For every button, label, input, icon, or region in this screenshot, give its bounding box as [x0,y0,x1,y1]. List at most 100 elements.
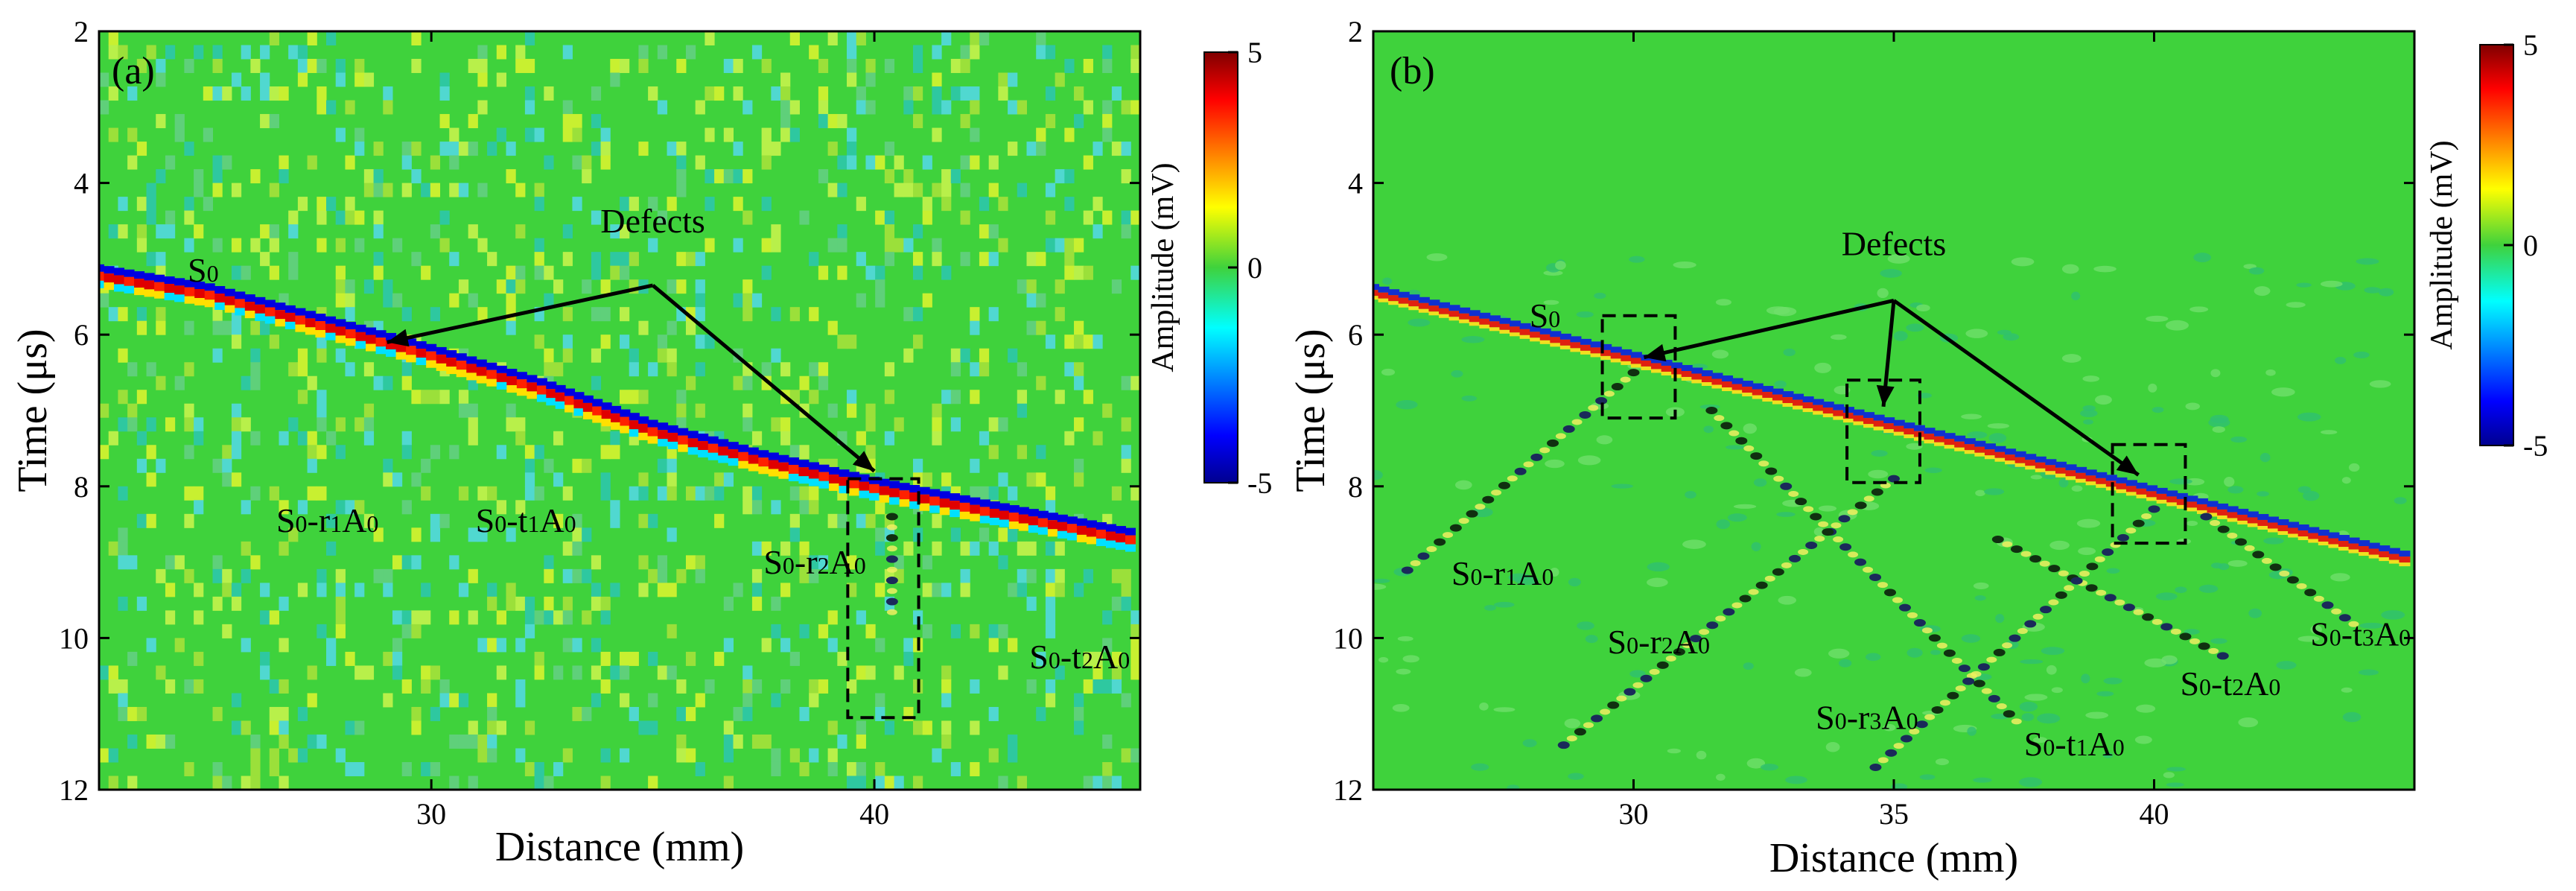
noise-cell [1074,238,1084,253]
noise-cell [751,45,763,60]
noise-cell [458,403,469,418]
noise-cell [118,390,128,405]
noise-cell [118,706,128,721]
noise-cell [317,390,327,405]
noise-cell [620,665,630,680]
noise-cell [591,86,602,101]
noise-cell [1883,723,1896,732]
noise-cell [1396,668,1411,675]
mode-front-mark [1722,387,1734,392]
mode-front-mark [1764,575,1775,582]
mode-front-mark [1458,518,1469,524]
noise-cell [809,748,819,763]
noise-cell [1594,292,1606,299]
noise-cell [1074,583,1084,597]
mode-front-mark [2064,585,2075,592]
mode-front-mark [885,534,898,542]
mode-front-mark [2094,556,2105,562]
mode-front-mark [2318,542,2329,546]
noise-cell [1055,541,1065,556]
noise-cell [1017,776,1027,790]
noise-cell [780,72,791,87]
colorbar-tick-label: 5 [1247,36,1262,69]
mode-front-mark [1459,307,1471,314]
noise-cell [373,183,384,197]
mode-front-mark [909,501,920,509]
noise-cell [988,155,999,170]
mode-front-mark [295,308,306,316]
noise-cell [212,307,223,322]
noise-cell [685,706,696,721]
mode-front-mark [2217,525,2230,533]
noise-cell [439,390,450,405]
noise-cell [998,555,1008,570]
noise-cell [657,210,668,225]
noise-cell [174,127,185,142]
mode-front-mark [346,338,357,346]
noise-cell [667,320,677,335]
noise-cell [1130,59,1140,74]
noise-cell [676,734,687,749]
noise-cell [941,734,952,749]
mode-front-mark [1773,475,1784,482]
defect-arrow [1643,298,1895,360]
noise-cell [856,513,866,528]
noise-cell [506,293,516,308]
noise-cell [250,238,261,253]
noise-cell [307,665,317,680]
noise-cell [118,486,128,501]
noise-cell [515,59,526,74]
noise-cell [1093,651,1103,666]
noise-cell [1055,583,1065,597]
mode-front-mark [970,497,981,505]
mode-front-mark [1877,582,1889,589]
noise-cell [430,445,441,460]
noise-cell [1102,127,1113,142]
mode-front-mark [1499,317,1511,324]
noise-cell [751,431,763,446]
noise-cell [1083,265,1093,280]
noise-cell [1055,307,1065,322]
mode-front-mark [2227,532,2238,539]
noise-cell [818,86,829,101]
mode-front-mark [516,372,527,380]
mode-front-mark [174,294,185,302]
mode-front-mark [620,416,631,426]
mode-front-mark [1706,621,1719,630]
noise-cell [2238,717,2259,728]
noise-cell [194,45,204,60]
noise-cell [922,210,932,225]
mode-front-mark [2085,469,2097,476]
noise-cell [544,362,554,377]
noise-cell [231,596,242,611]
mode-front-mark [886,566,897,573]
mode-front-mark [849,488,860,496]
mode-front-mark [1037,527,1049,535]
noise-cell [146,252,156,267]
mode-front-mark [2296,583,2307,589]
noise-cell [297,748,308,763]
mode-front-mark [144,289,155,297]
noise-cell [591,142,602,156]
mode-front-mark [592,399,603,407]
noise-cell [363,183,375,197]
noise-cell [629,390,639,405]
mode-front-mark [1398,297,1410,304]
noise-cell [856,665,866,680]
noise-cell [932,100,942,115]
noise-cell [279,734,289,749]
noise-cell [430,513,441,528]
noise-cell [809,486,819,501]
mode-front-mark [2308,533,2320,539]
mode-front-mark [1401,566,1413,574]
mode-front-mark [536,394,547,402]
noise-cell [553,610,564,625]
mode-front-mark [2399,562,2411,567]
noise-cell [118,541,128,556]
noise-cell [979,362,990,377]
noise-cell [477,100,488,115]
mode-front-mark [1782,397,1794,404]
noise-cell [2146,315,2169,322]
noise-cell [449,293,459,308]
noise-cell [723,720,734,735]
